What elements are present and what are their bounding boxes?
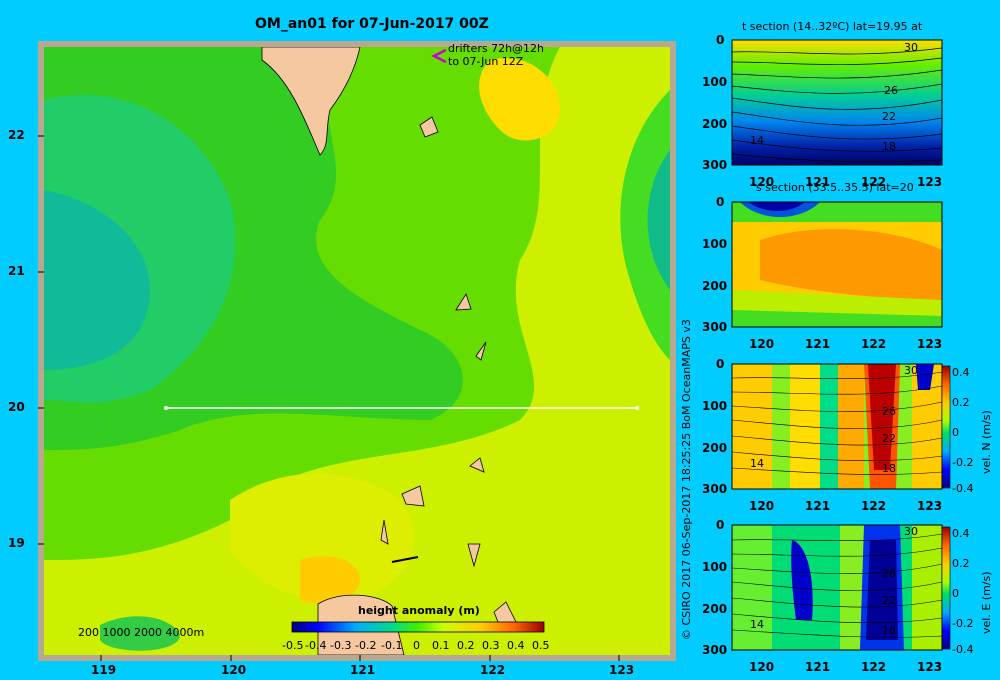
y-tick: 100: [702, 399, 728, 413]
contour-label: 14: [750, 134, 764, 147]
vel-tick: 0: [952, 426, 959, 439]
temp-title: t section (14..32ºC) lat=19.95 at: [742, 20, 923, 33]
contour-label: 18: [882, 462, 896, 475]
colorbar-tick: 0.4: [507, 639, 525, 652]
lon-tick: 123: [609, 663, 635, 677]
panel-temp: [731, 39, 943, 166]
colorbar-tick: -0.3: [330, 639, 352, 652]
vel-tick: 0: [952, 587, 959, 600]
vel-tick: 0.2: [952, 396, 970, 409]
x-tick: 123: [917, 337, 943, 351]
x-tick: 121: [805, 660, 831, 674]
panel-salt: [731, 201, 943, 328]
vel-tick: 0.4: [952, 366, 970, 379]
y-tick: 300: [702, 158, 728, 172]
contour-label: 22: [882, 594, 896, 607]
colorbar-tick: 0.3: [482, 639, 500, 652]
x-tick: 121: [805, 499, 831, 513]
y-tick: 200: [702, 441, 728, 455]
salt-title: s section (33.5..35.5) lat=20: [756, 181, 914, 194]
contour-label: 26: [882, 405, 896, 418]
y-tick: 0: [716, 195, 725, 209]
x-tick: 121: [805, 337, 831, 351]
vel-tick: -0.2: [952, 456, 974, 469]
colorbar-tick: -0.1: [381, 639, 403, 652]
vele-label: vel. E (m/s): [980, 571, 993, 634]
panel-vele: [731, 524, 951, 651]
colorbar-label: height anomaly (m): [358, 604, 480, 617]
contour-label: 18: [882, 140, 896, 153]
lon-tick: 121: [350, 663, 376, 677]
x-tick: 122: [861, 337, 887, 351]
x-tick: 120: [749, 337, 775, 351]
vel-tick: -0.2: [952, 617, 974, 630]
contour-label: 18: [882, 624, 896, 637]
y-tick: 100: [702, 75, 728, 89]
colorbar-tick: 0.1: [432, 639, 450, 652]
contour-label: 14: [750, 457, 764, 470]
main-map: [38, 41, 676, 661]
drifter-label-1: drifters 72h@12h: [448, 42, 545, 55]
y-tick: 300: [702, 320, 728, 334]
veln-colorbar: [941, 365, 951, 489]
map-title: OM_an01 for 07-Jun-2017 00Z: [255, 16, 489, 32]
depth-legend: 200 1000 2000 4000m: [78, 626, 205, 639]
contour-label: 14: [750, 618, 764, 631]
contour-label: 30: [904, 525, 918, 538]
height-colorbar: [291, 621, 545, 633]
lat-tick: 20: [8, 400, 25, 414]
x-tick: 120: [749, 499, 775, 513]
vel-tick: 0.4: [952, 527, 970, 540]
colorbar-tick: -0.4: [305, 639, 327, 652]
x-tick: 121: [805, 175, 831, 189]
panel-veln: [731, 363, 951, 490]
vel-tick: -0.4: [952, 482, 974, 495]
contour-label: 26: [884, 84, 898, 97]
contour-label: 30: [904, 41, 918, 54]
colorbar-tick: 0: [413, 639, 420, 652]
credit-text: © CSIRO 2017 06-Sep-2017 18:25:25 BoM Oc…: [680, 319, 693, 640]
lat-tick: 21: [8, 264, 25, 278]
y-tick: 300: [702, 482, 728, 496]
contour-label: 22: [882, 432, 896, 445]
x-tick: 122: [861, 660, 887, 674]
drifter-label-2: to 07-Jun 12Z: [448, 55, 524, 68]
lon-tick: 119: [91, 663, 117, 677]
y-tick: 0: [716, 357, 725, 371]
contour-label: 30: [904, 364, 918, 377]
contour-label: 22: [882, 110, 896, 123]
veln-label: vel. N (m/s): [980, 410, 993, 474]
y-tick: 200: [702, 117, 728, 131]
colorbar-tick: 0.5: [532, 639, 550, 652]
x-tick: 120: [749, 660, 775, 674]
lon-tick: 122: [480, 663, 506, 677]
drifter-marker: [431, 48, 447, 64]
colorbar-tick: -0.2: [355, 639, 377, 652]
colorbar-tick: 0.2: [457, 639, 475, 652]
colorbar-tick: -0.5: [282, 639, 304, 652]
contour-label: 26: [882, 567, 896, 580]
x-tick: 120: [749, 175, 775, 189]
lat-tick: 22: [8, 128, 25, 142]
x-tick: 122: [861, 499, 887, 513]
y-tick: 200: [702, 279, 728, 293]
y-tick: 300: [702, 643, 728, 657]
x-tick: 122: [861, 175, 887, 189]
y-tick: 100: [702, 237, 728, 251]
y-tick: 100: [702, 560, 728, 574]
vel-tick: -0.4: [952, 643, 974, 656]
x-tick: 123: [917, 660, 943, 674]
x-tick: 123: [917, 175, 943, 189]
y-tick: 0: [716, 33, 725, 47]
vele-colorbar: [941, 526, 951, 650]
y-tick: 200: [702, 602, 728, 616]
vel-tick: 0.2: [952, 557, 970, 570]
lon-tick: 120: [221, 663, 247, 677]
lat-tick: 19: [8, 536, 25, 550]
x-tick: 123: [917, 499, 943, 513]
y-tick: 0: [716, 518, 725, 532]
